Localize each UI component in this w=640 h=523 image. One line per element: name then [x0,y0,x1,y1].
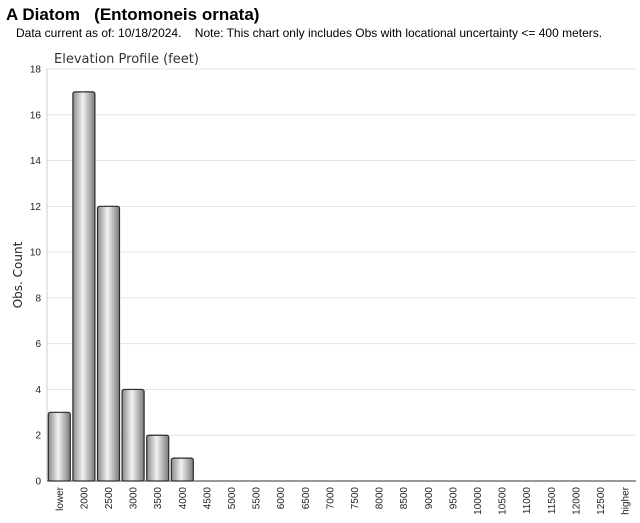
y-tick-label: 10 [30,248,42,259]
x-tick-label: 7500 [350,487,361,510]
x-tick-label: 9000 [424,487,435,510]
x-tick-label: 8500 [399,487,410,510]
x-tick-label: 5000 [227,487,238,510]
x-tick-label: 9500 [448,487,459,510]
x-tick-label: higher [621,486,632,514]
x-tick-label: 11500 [547,487,558,515]
y-tick-label: 6 [35,339,41,350]
x-tick-label: 12000 [571,487,582,515]
x-tick-label: 3000 [129,487,140,510]
bar-2500 [96,205,121,482]
x-tick-label: lower [55,486,66,511]
y-tick-label: 18 [30,65,42,76]
y-tick-label: 2 [35,431,41,442]
x-tick-label: 12500 [596,487,607,515]
y-tick-label: 14 [30,156,42,167]
x-tick-label: 10000 [473,487,484,515]
y-axis-label: Obs. Count [11,241,25,308]
bar-3000 [121,388,145,482]
x-tick-label: 5500 [252,487,263,510]
x-tick-label: 4000 [178,487,189,510]
y-tick-label: 16 [30,110,42,121]
x-tick-label: 6000 [276,487,287,510]
x-tick-label: 4500 [202,487,213,510]
bar-lower [47,411,71,482]
x-tick-label: 11000 [522,487,533,515]
y-tick-label: 0 [35,477,41,488]
x-tick-label: 7000 [325,487,336,510]
y-tick-label: 4 [35,385,41,396]
y-tick-label: 12 [30,202,42,213]
x-tick-label: 2500 [104,487,115,510]
x-tick-label: 2000 [79,487,90,510]
x-tick-label: 6500 [301,487,312,510]
bar-4000 [170,457,194,482]
x-tick-label: 3500 [153,487,164,510]
x-tick-label: 10500 [498,487,509,515]
y-tick-label: 8 [35,293,41,304]
bar-2000 [72,91,96,482]
x-tick-label: 8000 [375,487,386,510]
chart-title: Elevation Profile (feet) [54,52,199,67]
bar-3500 [146,434,170,482]
page-title: A Diatom (Entomoneis ornata) [6,5,260,24]
data-note: Data current as of: 10/18/2024. Note: Th… [16,26,603,40]
